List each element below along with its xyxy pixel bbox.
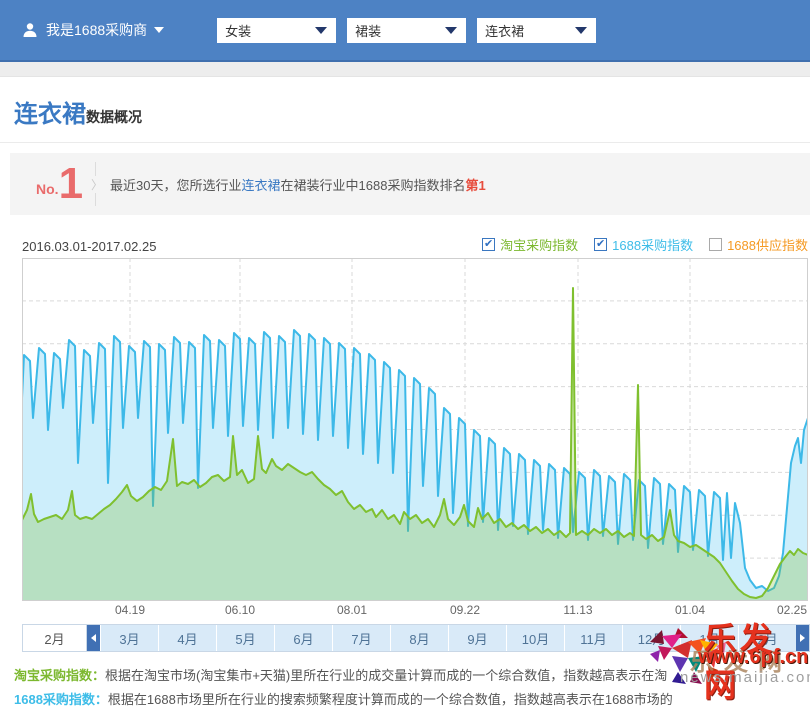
month-tab-3[interactable]: 5月 (216, 625, 274, 651)
user-label: 我是1688采购商 (46, 22, 148, 38)
rank-text-middle: 在裙装行业中1688采购指数排名 (280, 177, 466, 193)
category-select-1-value: 女装 (225, 23, 252, 39)
month-tabs: 3月 4月 5月 6月 7月 8月 9月 10月 11月 12月 1月 2月 (100, 625, 796, 651)
x-tick-label: 06.10 (224, 603, 256, 617)
chevron-down-icon (154, 27, 165, 33)
page-title-rest: 数据概况 (86, 109, 142, 125)
month-tab-1[interactable]: 3月 (100, 625, 158, 651)
rank-divider: 〉 (91, 162, 104, 206)
rank-banner: No. 1 〉 最近30天，您所选行业连衣裙在裙装行业中1688采购指数排名第1 (10, 153, 810, 215)
chevron-right-icon: 〉 (91, 176, 104, 193)
chevron-right-icon (800, 634, 805, 642)
month-tab-10[interactable]: 12月 (622, 625, 680, 651)
footer-term: 1688采购指数： (14, 692, 108, 707)
chart-legend: ✔ 淘宝采购指数 ✔ 1688采购指数 1688供应指数 (482, 235, 808, 254)
legend-item-2[interactable]: ✔ 1688采购指数 (594, 235, 693, 254)
rank-number: No. 1 (36, 159, 84, 208)
rank-text-rank: 第1 (465, 177, 486, 193)
month-tab-strip: 2月 3月 4月 5月 6月 7月 8月 9月 10月 11月 12月 1月 2月 (22, 624, 810, 652)
footer-term: 淘宝采购指数： (14, 668, 106, 683)
month-tab-4[interactable]: 6月 (274, 625, 332, 651)
x-tick-label: 01.04 (674, 603, 706, 617)
index-definitions: 淘宝采购指数：根据在淘宝市场(淘宝集市+天猫)里所在行业的成交量计算而成的一个综… (14, 664, 810, 712)
chevron-down-icon (575, 26, 588, 34)
x-tick-label: 09.22 (449, 603, 481, 617)
x-tick-label: 04.19 (114, 603, 146, 617)
checked-checkbox-icon[interactable]: ✔ (594, 238, 608, 251)
chart-date-range: 2016.03.01-2017.02.25 (22, 239, 157, 254)
rank-value: 1 (58, 159, 84, 208)
month-tab-9[interactable]: 11月 (564, 625, 622, 651)
scroll-right-button[interactable] (796, 625, 809, 651)
page-title: 连衣裙数据概况 (0, 77, 810, 143)
legend-label: 1688采购指数 (612, 238, 694, 253)
definition-row: 淘宝采购指数：根据在淘宝市场(淘宝集市+天猫)里所在行业的成交量计算而成的一个综… (14, 664, 810, 688)
series-line-1 (22, 329, 808, 592)
plot-border (22, 258, 808, 601)
month-tab-8[interactable]: 10月 (506, 625, 564, 651)
user-icon (22, 22, 38, 38)
footer-desc: 根据在1688市场里所在行业的搜索频繁程度计算而成的一个综合数值，指数越高表示在… (107, 692, 673, 707)
topbar: 我是1688采购商 女装 裙装 连衣裙 (0, 0, 810, 62)
chevron-down-icon (315, 26, 328, 34)
month-tab-6[interactable]: 8月 (390, 625, 448, 651)
category-select-3-value: 连衣裙 (485, 23, 525, 39)
legend-label: 1688供应指数 (727, 238, 808, 253)
page-title-keyword: 连衣裙 (14, 101, 86, 128)
chart-container (22, 258, 808, 601)
x-tick-label: 11.13 (563, 603, 593, 617)
legend-item-1[interactable]: ✔ 淘宝采购指数 (482, 235, 578, 254)
index-chart[interactable] (22, 258, 808, 601)
legend-item-3[interactable]: 1688供应指数 (709, 235, 808, 254)
category-select-1[interactable]: 女装 (217, 17, 337, 43)
header-divider-strip (0, 62, 810, 77)
rank-no-label: No. (36, 181, 59, 197)
category-select-3[interactable]: 连衣裙 (477, 17, 597, 43)
chevron-left-icon (91, 634, 96, 642)
legend-label: 淘宝采购指数 (500, 238, 579, 253)
month-tab-2[interactable]: 4月 (158, 625, 216, 651)
rank-text-keyword[interactable]: 连衣裙 (241, 177, 281, 193)
month-tab-11[interactable]: 1月 (680, 625, 738, 651)
x-tick-label: 02.25 (776, 603, 808, 617)
unchecked-checkbox-icon[interactable] (709, 238, 723, 251)
month-tab-current[interactable]: 2月 (23, 625, 87, 651)
x-tick-label: 08.01 (336, 603, 368, 617)
series-area-2 (22, 288, 808, 601)
category-select-2[interactable]: 裙装 (347, 17, 467, 43)
series-line-2 (22, 287, 808, 599)
x-axis-labels: 04.19 06.10 08.01 09.22 11.13 01.04 02.25 (22, 601, 808, 619)
checked-checkbox-icon[interactable]: ✔ (482, 238, 496, 251)
chevron-down-icon (445, 26, 458, 34)
month-tab-12[interactable]: 2月 (738, 625, 796, 651)
category-select-2-value: 裙装 (355, 23, 382, 39)
rank-description: 最近30天，您所选行业连衣裙在裙装行业中1688采购指数排名第1 (110, 175, 486, 194)
month-tab-7[interactable]: 9月 (448, 625, 506, 651)
rank-text-prefix: 最近30天，您所选行业 (110, 177, 242, 193)
scroll-left-button[interactable] (87, 625, 100, 651)
user-menu[interactable]: 我是1688采购商 (22, 20, 165, 40)
month-tab-5[interactable]: 7月 (332, 625, 390, 651)
footer-desc: 根据在淘宝市场(淘宝集市+天猫)里所在行业的成交量计算而成的一个综合数值，指数越… (105, 668, 668, 683)
